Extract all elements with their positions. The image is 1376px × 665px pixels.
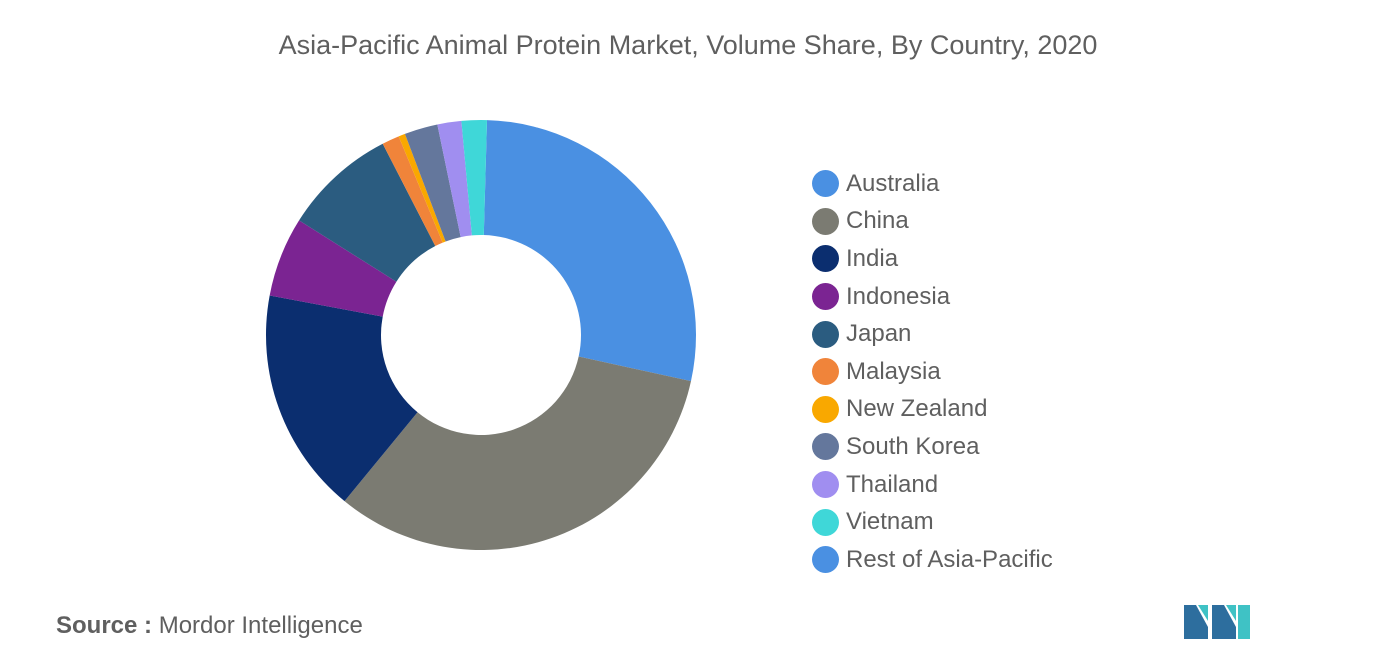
legend-item-japan: Japan — [812, 315, 1053, 353]
legend-label: Vietnam — [846, 508, 934, 536]
donut-slice-china — [344, 356, 691, 551]
chart-legend: Australia China India Indonesia Japan Malaysi… — [812, 165, 1053, 579]
legend-item-thailand: Thailand — [812, 466, 1053, 504]
donut-slice-south-korea — [404, 124, 461, 242]
legend-swatch — [812, 283, 839, 311]
legend-item-indonesia: Indonesia — [812, 278, 1053, 316]
legend-swatch — [812, 395, 839, 423]
legend-swatch — [812, 207, 839, 235]
legend-swatch — [812, 245, 839, 273]
legend-label: South Korea — [846, 432, 980, 460]
legend-item-new-zealand: New Zealand — [812, 391, 1053, 429]
legend-label: New Zealand — [846, 395, 988, 423]
donut-slice-indonesia — [269, 220, 397, 317]
legend-item-south-korea: South Korea — [812, 428, 1053, 466]
legend-swatch — [812, 546, 839, 574]
legend-label: Rest of Asia-Pacific — [846, 545, 1053, 573]
donut-slice-new-zealand — [398, 133, 446, 243]
legend-swatch — [812, 170, 839, 198]
legend-swatch — [812, 471, 839, 499]
donut-slice-india — [266, 295, 418, 502]
donut-slice-thailand — [437, 120, 472, 238]
donut-slice-malaysia — [382, 136, 443, 247]
chart-title: Asia-Pacific Animal Protein Market, Volu… — [278, 30, 1098, 60]
donut-slice-australia — [483, 120, 697, 382]
legend-item-vietnam: Vietnam — [812, 503, 1053, 541]
legend-swatch — [812, 508, 839, 536]
legend-swatch — [812, 358, 839, 386]
source-text: Mordor Intelligence — [158, 612, 363, 639]
legend-item-china: China — [812, 203, 1053, 241]
mordor-intelligence-logo-icon — [1184, 605, 1250, 639]
legend-label: China — [846, 207, 909, 235]
legend-item-malaysia: Malaysia — [812, 353, 1053, 391]
legend-swatch — [812, 320, 839, 348]
legend-item-australia: Australia — [812, 165, 1053, 203]
donut-slice-vietnam — [461, 120, 488, 236]
source-note: Source : Mordor Intelligence — [56, 612, 363, 640]
legend-item-rest-of-asia-pacific: Rest of Asia-Pacific — [812, 541, 1053, 579]
legend-swatch — [812, 433, 839, 461]
donut-slice-japan — [299, 143, 436, 282]
legend-label: Thailand — [846, 470, 939, 498]
legend-label: India — [846, 244, 899, 272]
legend-label: Australia — [846, 169, 940, 197]
legend-label: Japan — [846, 320, 912, 348]
source-label: Source : — [56, 612, 153, 639]
legend-label: Malaysia — [846, 357, 941, 385]
legend-item-india: India — [812, 240, 1053, 278]
legend-label: Indonesia — [846, 282, 951, 310]
